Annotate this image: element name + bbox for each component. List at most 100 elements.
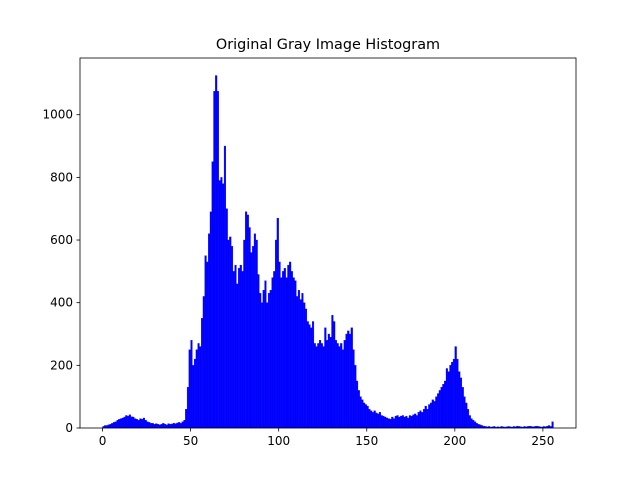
bar — [276, 217, 279, 429]
y-tick-label: 400 — [50, 296, 73, 310]
bar — [345, 333, 348, 429]
bar — [331, 315, 334, 429]
y-tick-label: 200 — [50, 358, 73, 372]
bar — [292, 277, 295, 429]
bar — [465, 402, 468, 429]
bar — [311, 321, 315, 429]
bar — [389, 419, 392, 429]
bar — [213, 91, 216, 429]
bar — [111, 423, 114, 429]
bar — [415, 415, 418, 429]
bar — [243, 239, 246, 429]
bar — [463, 396, 466, 429]
y-tick-label: 600 — [50, 233, 73, 247]
bar — [165, 424, 168, 429]
bar — [197, 343, 200, 429]
bar — [230, 246, 234, 429]
bar — [438, 390, 441, 429]
bar — [142, 417, 145, 429]
y-tick-label: 800 — [50, 170, 73, 184]
chart-title: Original Gray Image Histogram — [216, 37, 440, 53]
bar — [317, 343, 320, 429]
bar — [269, 290, 272, 429]
bar — [188, 349, 191, 429]
bar — [141, 419, 144, 429]
bar — [405, 415, 408, 429]
bar — [440, 387, 443, 429]
bar — [289, 261, 292, 429]
bar — [215, 75, 218, 429]
bar — [320, 343, 323, 429]
bar — [238, 268, 241, 429]
bar — [255, 239, 258, 429]
bar — [373, 410, 376, 429]
bar — [466, 409, 470, 429]
bar — [445, 368, 448, 429]
bar — [267, 293, 271, 429]
bar — [192, 365, 195, 429]
bar — [241, 271, 244, 429]
bar — [245, 211, 248, 429]
bar — [437, 393, 440, 429]
bar — [377, 413, 380, 429]
bar — [116, 420, 119, 429]
bar — [479, 424, 482, 429]
bar — [287, 264, 290, 429]
bar — [461, 387, 464, 429]
bar — [347, 330, 350, 429]
bar — [253, 233, 256, 429]
bar — [396, 415, 399, 429]
bar — [162, 423, 165, 429]
bar — [380, 415, 383, 429]
bar — [185, 409, 188, 429]
bar — [236, 283, 239, 429]
bar — [176, 422, 179, 429]
bar — [313, 343, 316, 429]
bar — [257, 274, 260, 429]
bar — [128, 414, 131, 429]
bar — [366, 405, 369, 429]
bar — [475, 423, 478, 429]
bar — [202, 296, 205, 429]
bar — [179, 423, 182, 429]
bar — [398, 416, 401, 429]
bar — [310, 327, 313, 429]
bar — [107, 424, 110, 429]
bar — [422, 409, 426, 429]
bar — [201, 318, 204, 429]
bar — [120, 418, 123, 429]
bar — [227, 239, 230, 429]
bar — [127, 415, 130, 429]
bar — [357, 390, 360, 429]
bar — [352, 349, 355, 429]
bar — [232, 271, 235, 429]
bar — [206, 261, 209, 429]
bar — [341, 349, 345, 429]
bar — [144, 420, 147, 429]
y-tick-label: 1000 — [42, 108, 73, 122]
bar — [424, 405, 427, 429]
bar — [248, 227, 251, 429]
bar — [458, 371, 461, 429]
bar — [149, 423, 153, 429]
bar — [375, 412, 378, 429]
bar — [225, 208, 228, 429]
bar — [283, 268, 286, 429]
bar — [394, 415, 397, 429]
bar — [435, 396, 438, 429]
bar — [151, 423, 154, 429]
bar — [216, 91, 219, 429]
bar — [239, 264, 242, 429]
plot-frame — [79, 57, 577, 429]
bar — [451, 362, 454, 429]
bar — [371, 412, 374, 429]
bar — [246, 214, 249, 429]
bar — [391, 416, 394, 429]
bar — [195, 349, 198, 429]
bar — [211, 161, 214, 429]
bar — [340, 343, 343, 429]
bar — [199, 346, 202, 429]
bar — [262, 290, 265, 429]
bar — [407, 417, 410, 429]
